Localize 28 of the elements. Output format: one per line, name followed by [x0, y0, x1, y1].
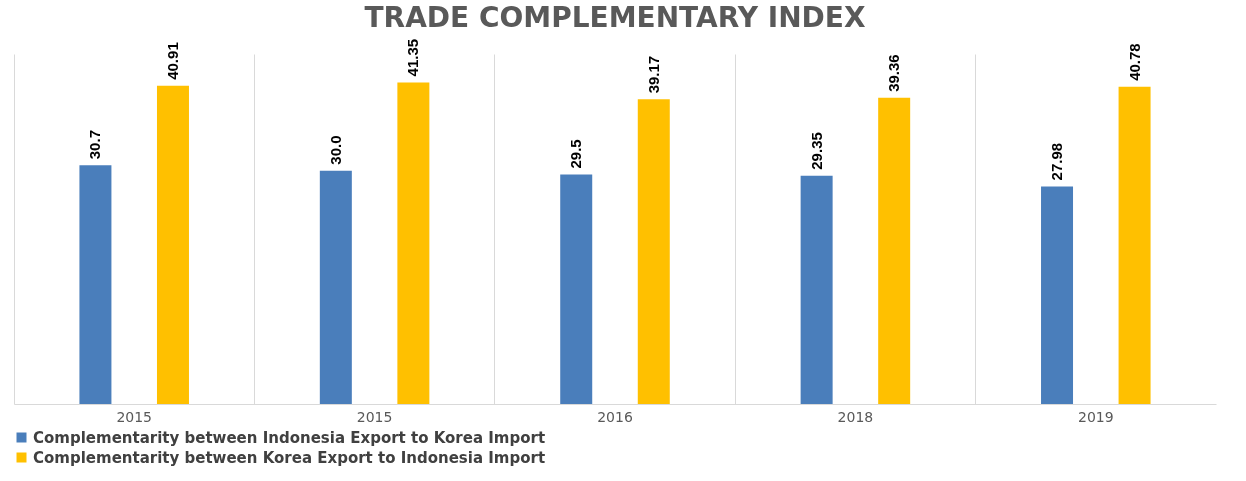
- data-label: 40.91: [163, 42, 181, 80]
- bar: [560, 174, 593, 404]
- x-tick-label: 2016: [597, 408, 633, 425]
- bar: [79, 165, 112, 404]
- bar: [1118, 86, 1151, 404]
- x-tick-label: 2018: [837, 408, 874, 425]
- data-label: 30.0: [326, 135, 344, 165]
- bar: [1041, 186, 1074, 404]
- chart-title: TRADE COMPLEMENTARY INDEX: [364, 0, 866, 34]
- data-label: 29.35: [807, 132, 825, 170]
- data-label: 30.7: [86, 130, 104, 160]
- legend-label: Complementarity between Indonesia Export to Korea Import: [33, 428, 546, 447]
- x-tick-label: 2019: [1077, 408, 1114, 425]
- bar: [800, 175, 833, 404]
- data-label: 39.36: [885, 54, 903, 92]
- data-label: 41.35: [404, 38, 422, 77]
- bar: [319, 170, 352, 404]
- legend-label: Complementarity between Korea Export to Indonesia Import: [33, 448, 546, 467]
- bar: [397, 82, 430, 404]
- bar: [637, 99, 670, 404]
- x-tick-label: 2015: [116, 408, 153, 425]
- data-label: 40.78: [1125, 43, 1143, 81]
- bar: [878, 97, 911, 404]
- data-label: 39.17: [644, 55, 662, 94]
- data-label: 27.98: [1048, 142, 1066, 181]
- data-label: 29.5: [567, 139, 585, 169]
- x-tick-label: 2015: [356, 408, 393, 425]
- bar: [156, 85, 189, 404]
